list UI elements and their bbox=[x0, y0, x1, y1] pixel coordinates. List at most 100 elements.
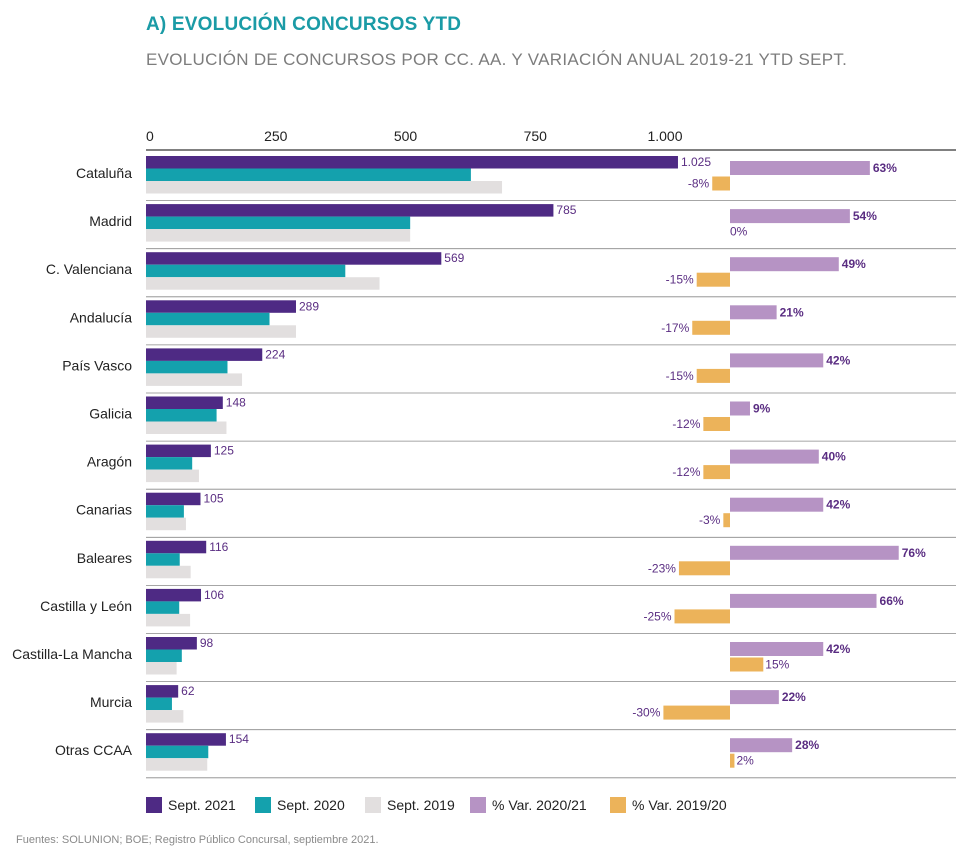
category-label: Otras CCAA bbox=[55, 742, 133, 758]
label-var-2019-20: -15% bbox=[666, 273, 694, 287]
bar-var-2020-21 bbox=[730, 642, 824, 656]
category-label: C. Valenciana bbox=[46, 261, 132, 277]
value-label-sept-2021: 1.025 bbox=[681, 155, 711, 169]
label-var-2020-21: 21% bbox=[780, 305, 804, 319]
source-note: Fuentes: SOLUNION; BOE; Registro Público… bbox=[16, 834, 379, 846]
bar-sept-2021 bbox=[146, 685, 179, 698]
bar-var-2019-20 bbox=[703, 465, 730, 480]
category-label: Aragón bbox=[87, 454, 132, 470]
legend-label: Sept. 2019 bbox=[387, 797, 455, 813]
value-label-sept-2021: 98 bbox=[200, 636, 214, 650]
x-tick-label: 1.000 bbox=[647, 128, 682, 144]
bar-var-2019-20 bbox=[696, 368, 730, 383]
legend-label: Sept. 2020 bbox=[277, 797, 345, 813]
bar-sept-2020 bbox=[146, 697, 172, 711]
bar-sept-2019 bbox=[146, 181, 503, 194]
label-var-2020-21: 22% bbox=[782, 690, 806, 704]
bar-sept-2019 bbox=[146, 421, 227, 434]
bar-sept-2021 bbox=[146, 156, 678, 169]
bar-var-2020-21 bbox=[730, 545, 899, 560]
bar-sept-2020 bbox=[146, 409, 217, 422]
bar-sept-2019 bbox=[146, 758, 208, 771]
bar-sept-2021 bbox=[146, 540, 207, 554]
bar-sept-2020 bbox=[146, 745, 209, 759]
bar-sept-2019 bbox=[146, 517, 186, 531]
label-var-2019-20: -8% bbox=[688, 177, 710, 191]
bar-sept-2020 bbox=[146, 168, 471, 181]
x-tick-label: 500 bbox=[394, 128, 418, 144]
bar-sept-2020 bbox=[146, 649, 182, 662]
bar-var-2020-21 bbox=[730, 257, 839, 272]
bar-sept-2020 bbox=[146, 457, 193, 470]
legend-swatch bbox=[255, 797, 271, 813]
label-var-2020-21: 28% bbox=[795, 738, 819, 752]
label-var-2020-21: 42% bbox=[826, 642, 850, 656]
value-label-sept-2021: 116 bbox=[209, 540, 228, 554]
label-var-2020-21: 40% bbox=[822, 450, 846, 464]
bar-sept-2020 bbox=[146, 312, 270, 326]
value-label-sept-2021: 289 bbox=[299, 299, 319, 313]
x-tick-label: 750 bbox=[524, 128, 548, 144]
bar-sept-2020 bbox=[146, 505, 184, 518]
bar-sept-2019 bbox=[146, 710, 184, 723]
value-label-sept-2021: 785 bbox=[556, 203, 576, 217]
bar-sept-2019 bbox=[146, 325, 296, 338]
bar-var-2019-20 bbox=[730, 753, 735, 768]
label-var-2019-20: 15% bbox=[765, 658, 789, 672]
bar-sept-2019 bbox=[146, 565, 191, 579]
legend-swatch bbox=[610, 797, 626, 813]
bar-var-2019-20 bbox=[663, 705, 730, 720]
bar-var-2020-21 bbox=[730, 738, 793, 753]
bar-sept-2020 bbox=[146, 601, 180, 614]
category-label: Murcia bbox=[90, 694, 132, 710]
bar-var-2019-20 bbox=[730, 657, 764, 672]
category-label: País Vasco bbox=[62, 357, 132, 373]
bar-var-2020-21 bbox=[730, 449, 819, 464]
value-label-sept-2021: 154 bbox=[229, 732, 249, 746]
bar-var-2020-21 bbox=[730, 497, 824, 512]
bar-sept-2021 bbox=[146, 588, 202, 602]
bar-sept-2019 bbox=[146, 662, 177, 675]
bar-sept-2020 bbox=[146, 360, 228, 374]
legend-swatch bbox=[365, 797, 381, 813]
bar-sept-2020 bbox=[146, 264, 346, 278]
label-var-2020-21: 42% bbox=[826, 353, 850, 367]
chart-subtitle: EVOLUCIÓN DE CONCURSOS POR CC. AA. Y VAR… bbox=[146, 50, 848, 69]
legend-swatch bbox=[470, 797, 486, 813]
bar-var-2019-20 bbox=[674, 609, 730, 624]
bar-var-2020-21 bbox=[730, 353, 824, 368]
bar-sept-2020 bbox=[146, 216, 411, 230]
bar-sept-2020 bbox=[146, 553, 180, 566]
bar-var-2019-20 bbox=[696, 272, 730, 287]
category-label: Canarias bbox=[76, 502, 132, 518]
label-var-2020-21: 63% bbox=[873, 161, 897, 175]
bar-var-2020-21 bbox=[730, 305, 777, 320]
label-var-2019-20: 0% bbox=[730, 225, 748, 239]
bar-var-2020-21 bbox=[730, 209, 850, 224]
bar-sept-2019 bbox=[146, 469, 199, 483]
bar-sept-2019 bbox=[146, 613, 191, 627]
bar-var-2019-20 bbox=[703, 417, 730, 431]
x-tick-label: 250 bbox=[264, 128, 288, 144]
label-var-2019-20: -30% bbox=[632, 706, 660, 720]
value-label-sept-2021: 148 bbox=[226, 396, 246, 410]
label-var-2019-20: -15% bbox=[666, 369, 694, 383]
value-label-sept-2021: 125 bbox=[214, 444, 234, 458]
bar-var-2020-21 bbox=[730, 593, 877, 608]
label-var-2019-20: 2% bbox=[736, 754, 754, 768]
bar-sept-2021 bbox=[146, 637, 197, 650]
bar-sept-2021 bbox=[146, 348, 263, 361]
category-label: Baleares bbox=[77, 550, 132, 566]
bar-var-2020-21 bbox=[730, 690, 779, 705]
category-label: Castilla-La Mancha bbox=[12, 646, 132, 662]
bar-var-2019-20 bbox=[723, 513, 730, 528]
legend-label: % Var. 2019/20 bbox=[632, 797, 727, 813]
value-label-sept-2021: 224 bbox=[265, 347, 285, 361]
bar-var-2019-20 bbox=[678, 561, 730, 576]
bar-sept-2021 bbox=[146, 492, 201, 506]
label-var-2020-21: 42% bbox=[826, 498, 850, 512]
bar-sept-2021 bbox=[146, 396, 223, 409]
label-var-2019-20: -25% bbox=[643, 609, 671, 623]
bar-var-2020-21 bbox=[730, 161, 870, 175]
label-var-2019-20: -12% bbox=[672, 465, 700, 479]
